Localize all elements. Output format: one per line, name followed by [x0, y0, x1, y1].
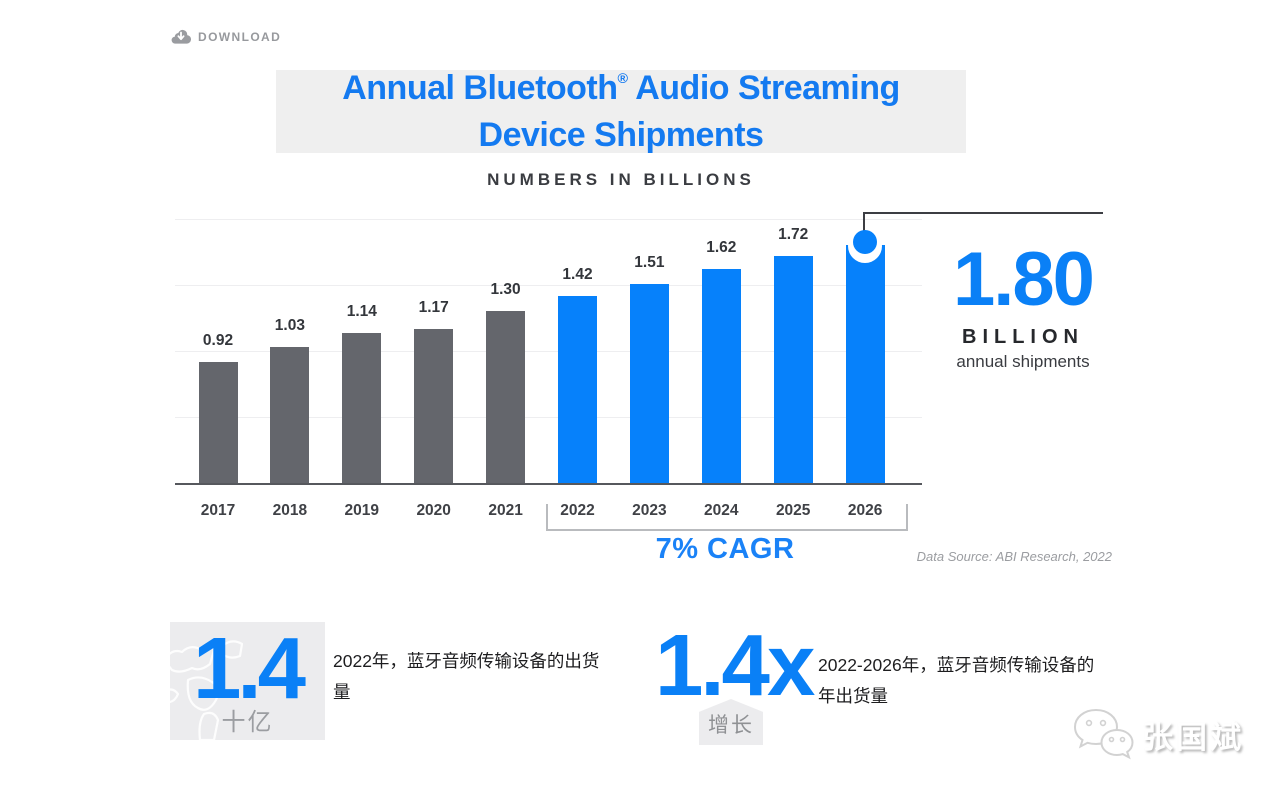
bar-2024 [701, 269, 741, 483]
gridline-2.0 [175, 219, 922, 220]
bar-2025 [773, 256, 813, 483]
bar-value-2021: 1.30 [490, 281, 521, 298]
year-label-2019: 2019 [344, 502, 380, 519]
download-label: DOWNLOAD [198, 29, 282, 44]
bar-2019 [342, 333, 382, 483]
cagr-label: 7% CAGR [655, 533, 795, 565]
bar-value-2020: 1.17 [418, 299, 449, 316]
highlight-dot [853, 230, 877, 254]
bar-2020 [414, 329, 454, 483]
bar-value-2019: 1.14 [346, 303, 377, 320]
bar-value-2024: 1.62 [706, 239, 737, 256]
title-background-panel [276, 70, 966, 153]
stat-left-unit: 十亿 [221, 709, 274, 736]
stat-right-description: 2022-2026年，蓝牙音频传输设备的 年出货量 [818, 655, 1095, 706]
x-axis-line [175, 483, 922, 485]
bar-2017 [198, 362, 238, 483]
year-label-2018: 2018 [272, 502, 308, 519]
stat-left-panel [170, 622, 325, 740]
bar-2021 [486, 311, 526, 483]
year-label-2020: 2020 [416, 502, 451, 519]
year-label-2025: 2025 [775, 502, 811, 519]
year-label-2021: 2021 [488, 502, 523, 519]
watermark: 张国斌 [1072, 708, 1244, 760]
growth-tag-label: 增长 [708, 714, 754, 737]
gridline-1.0 [175, 351, 922, 352]
year-label-2017: 2017 [200, 502, 236, 519]
download-cloud-icon [171, 29, 191, 44]
bar-value-2025: 1.72 [778, 226, 809, 243]
callout-unit: BILLION [962, 326, 1084, 348]
watermark-name: 张国斌 [1142, 719, 1244, 755]
callout-caption: annual shipments [956, 352, 1090, 371]
download-button[interactable]: DOWNLOAD [171, 29, 281, 44]
bar-2026 [845, 245, 885, 483]
bar-value-2018: 1.03 [274, 317, 305, 334]
stat-right-value: 1.4x [655, 617, 815, 714]
year-label-2022: 2022 [560, 502, 595, 519]
data-source: Data Source: ABI Research, 2022 [916, 549, 1112, 564]
title-line1: Annual Bluetooth® Audio Streaming [342, 69, 900, 107]
cagr-bracket-right-tick [906, 504, 908, 531]
bar-value-2017: 0.92 [202, 332, 234, 349]
title-line2: Device Shipments [478, 116, 764, 154]
cagr-bracket-left-tick [546, 504, 548, 531]
bar-value-2023: 1.51 [634, 254, 665, 271]
callout-value: 1.80 [953, 237, 1095, 322]
bar-2022 [558, 296, 597, 483]
year-label-2026: 2026 [847, 502, 883, 519]
chart-subtitle: NUMBERS IN BILLIONS [487, 170, 755, 189]
gridline-0.5 [175, 417, 922, 418]
bar-2018 [270, 347, 310, 483]
year-label-2023: 2023 [632, 502, 667, 519]
registered-mark: ® [617, 71, 629, 87]
cagr-bracket-bottom-line [546, 529, 908, 531]
stat-left-value: 1.4 [193, 620, 306, 717]
wechat-icon [1072, 708, 1134, 760]
page-title: Annual Bluetooth® Audio Streaming Device… [276, 56, 966, 159]
bar-2023 [629, 284, 669, 483]
stat-left-description: 2022年，蓝牙音频传输设备的出货 量 [333, 651, 600, 702]
highlight-callout: 1.80 BILLION annual shipments [928, 240, 1118, 372]
year-label-2024: 2024 [704, 502, 739, 519]
callout-connector-vertical [863, 212, 865, 234]
gridline-1.5 [175, 285, 922, 286]
callout-connector-horizontal [864, 212, 1103, 214]
bar-value-2022: 1.42 [562, 266, 593, 283]
